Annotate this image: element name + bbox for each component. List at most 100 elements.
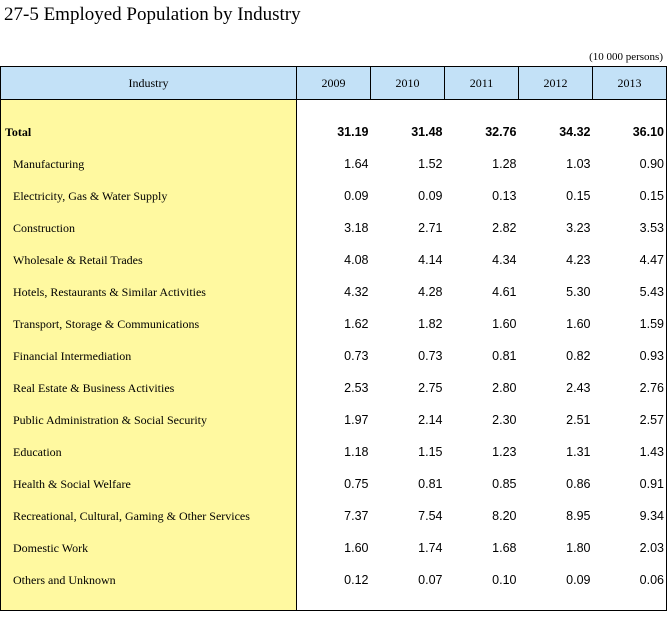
industry-label: Public Administration & Social Security [0,404,297,436]
table-row: Electricity, Gas & Water Supply 0.09 0.09 0… [0,180,667,212]
table-row: Public Administration & Social Security 1… [0,404,667,436]
table-cell: 0.93 [592,340,667,372]
industry-label: Construction [0,212,297,244]
table-row: Education 1.18 1.15 1.23 1.31 1.43 [0,436,667,468]
table-cell: 2.51 [566,413,591,427]
table-cell: 1.43 [592,436,667,468]
table-cell: 2.76 [592,372,667,404]
table-cell: 0.91 [592,468,667,500]
header-industry: Industry [0,66,297,100]
table-cell: 0.81 [418,477,443,491]
table-cell: 1.80 [566,541,591,555]
unit-note: (10 000 persons) [589,51,663,63]
table-row: Manufacturing 1.64 1.52 1.28 1.03 0.90 [0,148,667,180]
table-cell: 4.47 [592,244,667,276]
page-title: 27-5 Employed Population by Industry [4,4,301,25]
table-cell: 2.82 [492,221,517,235]
table-row: Financial Intermediation 0.73 0.73 0.81 0.82… [0,340,667,372]
table-cell: 0.75 [344,477,369,491]
table-cell: 0.73 [418,349,443,363]
header-year: 2010 [370,66,445,100]
total-value: 32.76 [485,125,517,139]
table-cell: 4.28 [418,285,443,299]
table-cell: 0.85 [492,477,517,491]
header-year: 2009 [296,66,371,100]
table-cell: 0.09 [566,573,591,587]
total-value: 31.19 [337,125,369,139]
table-cell: 2.80 [492,381,517,395]
total-row: Total 31.19 31.48 32.76 34.32 36.10 [0,116,667,148]
table-cell: 3.18 [344,221,369,235]
table-cell: 4.61 [492,285,517,299]
table-cell: 1.52 [418,157,443,171]
table-cell: 2.75 [418,381,443,395]
header-year: 2013 [592,66,667,100]
table-cell: 4.14 [418,253,443,267]
table-cell: 2.71 [418,221,443,235]
table-row: Hotels, Restaurants & Similar Activities… [0,276,667,308]
table-cell: 0.09 [418,189,443,203]
table-cell: 0.15 [566,189,591,203]
table-cell: 7.54 [418,509,443,523]
header-row: Industry 2009 2010 2011 2012 2013 [0,66,667,100]
table-cell: 3.53 [592,212,667,244]
table-cell: 0.73 [344,349,369,363]
table-cell: 1.60 [344,541,369,555]
table-cell: 2.53 [344,381,369,395]
table-row: Recreational, Cultural, Gaming & Other S… [0,500,667,532]
table-cell: 1.18 [344,445,369,459]
industry-label: Education [0,436,297,468]
table-cell: 1.03 [566,157,591,171]
table-cell: 1.74 [418,541,443,555]
table-cell: 1.31 [566,445,591,459]
table-cell: 0.90 [592,148,667,180]
industry-label: Health & Social Welfare [0,468,297,500]
total-value: 34.32 [559,125,591,139]
table-cell: 2.43 [566,381,591,395]
industry-label: Transport, Storage & Communications [0,308,297,340]
table-cell: 0.10 [492,573,517,587]
industry-label: Recreational, Cultural, Gaming & Other S… [0,500,297,532]
total-label: Total [0,116,297,148]
table-row: Construction 3.18 2.71 2.82 3.23 3.53 [0,212,667,244]
industry-label: Electricity, Gas & Water Supply [0,180,297,212]
table-cell: 0.15 [592,180,667,212]
table-cell: 0.12 [344,573,369,587]
table-cell: 2.14 [418,413,443,427]
table-row: Health & Social Welfare 0.75 0.81 0.85 0.86 0… [0,468,667,500]
industry-label: Manufacturing [0,148,297,180]
table-cell: 0.09 [344,189,369,203]
employment-table: Industry 2009 2010 2011 2012 2013 Total … [0,66,667,611]
table-cell: 2.30 [492,413,517,427]
industry-label: Domestic Work [0,532,297,564]
table-cell: 4.23 [566,253,591,267]
total-value: 36.10 [592,116,667,148]
header-year: 2011 [444,66,519,100]
table-cell: 4.08 [344,253,369,267]
table-row: Others and Unknown 0.12 0.07 0.10 0.09 0.06 [0,564,667,596]
table-row: Transport, Storage & Communications 1.62 1… [0,308,667,340]
table-cell: 3.23 [566,221,591,235]
table-cell: 2.03 [592,532,667,564]
table-cell: 0.86 [566,477,591,491]
table-cell: 0.82 [566,349,591,363]
spacer-row [0,99,667,116]
table-cell: 7.37 [344,509,369,523]
table-cell: 1.28 [492,157,517,171]
industry-label: Wholesale & Retail Trades [0,244,297,276]
table-cell: 1.68 [492,541,517,555]
industry-label: Hotels, Restaurants & Similar Activities [0,276,297,308]
total-value: 31.48 [411,125,443,139]
table-cell: 1.62 [344,317,369,331]
table-cell: 1.82 [418,317,443,331]
table-cell: 1.23 [492,445,517,459]
table-cell: 1.59 [592,308,667,340]
table-cell: 8.20 [492,509,517,523]
table-cell: 5.30 [566,285,591,299]
table-cell: 4.34 [492,253,517,267]
table-row: Real Estate & Business Activities 2.53 2.7… [0,372,667,404]
table-cell: 9.34 [592,500,667,532]
table-cell: 1.64 [344,157,369,171]
header-year: 2012 [518,66,593,100]
table-cell: 0.06 [592,564,667,596]
